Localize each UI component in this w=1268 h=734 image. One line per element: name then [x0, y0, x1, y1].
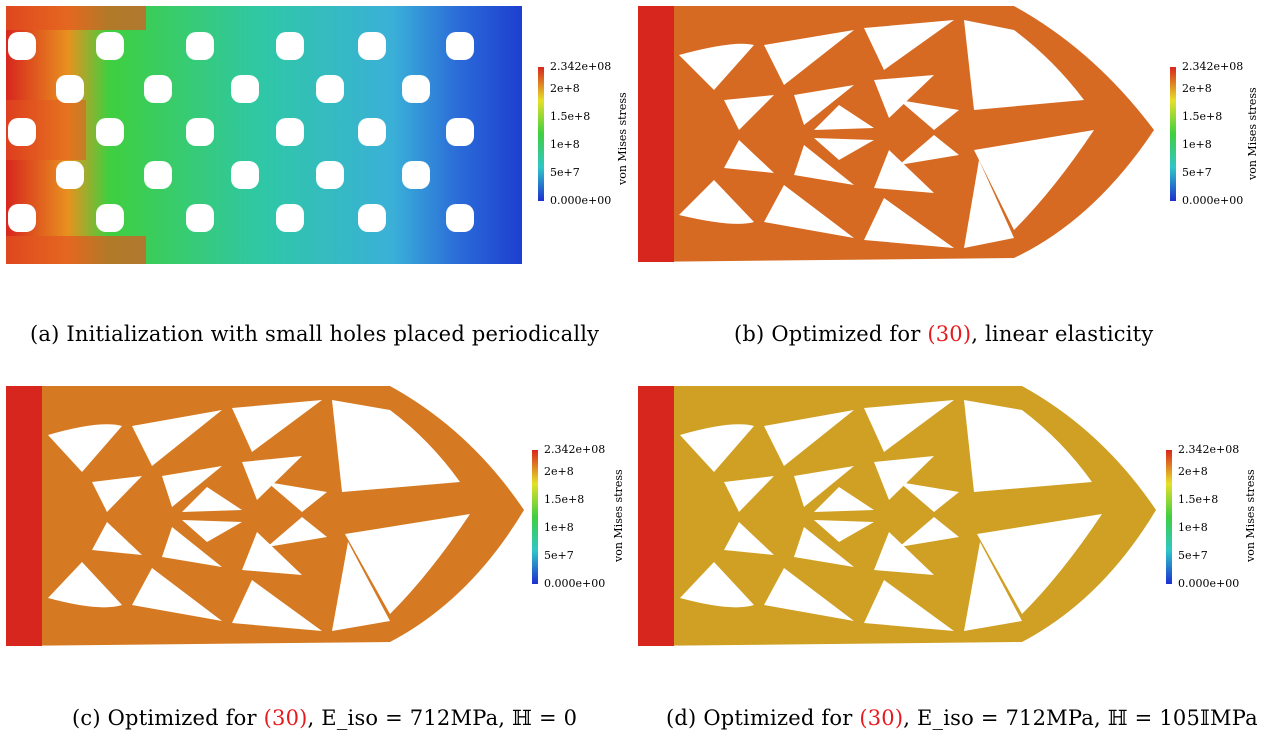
hole	[96, 32, 124, 60]
cbar-tick: 1.5e+8	[1178, 493, 1219, 506]
hole	[96, 118, 124, 146]
hole	[316, 161, 344, 189]
cbar-tick: 5e+7	[1182, 166, 1212, 179]
caption-a: (a) Initialization with small holes plac…	[30, 322, 599, 346]
hole	[186, 32, 214, 60]
caption-c: (c) Optimized for (30), E_iso = 712MPa, …	[72, 706, 577, 730]
hole	[446, 32, 474, 60]
hole	[186, 118, 214, 146]
cbar-tick: 2e+8	[544, 465, 574, 478]
stress-field-linear-elasticity	[638, 6, 1176, 262]
caption-label: (c)	[72, 706, 101, 730]
colorbar-title: von Mises stress	[612, 469, 625, 562]
cbar-tick: 5e+7	[1178, 549, 1208, 562]
cbar-tick: 1.5e+8	[1182, 110, 1223, 123]
caption-label: (a)	[30, 322, 60, 346]
cbar-tick: 1.5e+8	[550, 110, 591, 123]
caption-pre: Optimized for	[107, 706, 264, 730]
cbar-tick: 1.5e+8	[544, 493, 585, 506]
panel-b: 2.342e+08 2e+8 1.5e+8 1e+8 5e+7 0.000e+0…	[634, 0, 1259, 340]
caption-b: (b) Optimized for (30), linear elasticit…	[734, 322, 1153, 346]
hole	[358, 204, 386, 232]
cbar-tick: 5e+7	[544, 549, 574, 562]
hole	[402, 75, 430, 103]
cbar-tick: 1e+8	[1182, 138, 1212, 151]
colorbar-title: von Mises stress	[616, 92, 629, 185]
cbar-tick: 0.000e+00	[1178, 577, 1240, 590]
hole	[231, 75, 259, 103]
cbar-tick: 0.000e+00	[544, 577, 606, 590]
colorbar-b	[1170, 67, 1176, 201]
hole	[276, 118, 304, 146]
caption-label: (b)	[734, 322, 765, 346]
cbar-tick: 1e+8	[550, 138, 580, 151]
panel-c: 2.342e+08 2e+8 1.5e+8 1e+8 5e+7 0.000e+0…	[0, 380, 625, 720]
stress-field-initialization	[6, 6, 544, 264]
caption-text: Initialization with small holes placed p…	[66, 322, 600, 346]
colorbar-d	[1166, 450, 1172, 584]
cbar-tick: 0.000e+00	[550, 194, 612, 207]
hole	[144, 75, 172, 103]
colorbar-a	[538, 67, 544, 201]
hole	[446, 204, 474, 232]
cbar-tick: 2.342e+08	[1182, 60, 1244, 73]
hole	[316, 75, 344, 103]
cbar-tick: 2.342e+08	[544, 443, 606, 456]
optimized-structure	[6, 386, 524, 646]
hole	[144, 161, 172, 189]
hole	[446, 118, 474, 146]
equation-ref-link[interactable]: (30)	[927, 322, 972, 346]
hole	[402, 161, 430, 189]
caption-label: (d)	[666, 706, 697, 730]
cbar-tick: 2e+8	[1178, 465, 1208, 478]
optimized-structure	[638, 6, 1154, 262]
cbar-tick: 1e+8	[1178, 521, 1208, 534]
caption-pre: Optimized for	[703, 706, 860, 730]
caption-d: (d) Optimized for (30), E_iso = 712MPa, …	[666, 706, 1258, 730]
hole	[358, 32, 386, 60]
hole	[8, 204, 36, 232]
colorbar-title: von Mises stress	[1246, 87, 1259, 180]
hole	[8, 118, 36, 146]
hole	[96, 204, 124, 232]
cbar-tick: 1e+8	[544, 521, 574, 534]
hole	[276, 32, 304, 60]
cbar-tick: 2.342e+08	[550, 60, 612, 73]
hole	[231, 161, 259, 189]
hole	[276, 204, 304, 232]
hole	[56, 161, 84, 189]
equation-ref-link[interactable]: (30)	[263, 706, 308, 730]
caption-pre: Optimized for	[771, 322, 928, 346]
hole	[358, 118, 386, 146]
cbar-tick: 2e+8	[1182, 82, 1212, 95]
equation-ref-link[interactable]: (30)	[859, 706, 904, 730]
panel-a: 2.342e+08 2e+8 1.5e+8 1e+8 5e+7 0.000e+0…	[0, 0, 629, 340]
colorbar-title: von Mises stress	[1244, 469, 1257, 562]
hole	[8, 32, 36, 60]
caption-post: , linear elasticity	[971, 322, 1154, 346]
stress-field-hardening-105	[638, 386, 1172, 646]
caption-post: , E_iso = 712MPa, ℍ = 0	[307, 706, 578, 730]
hole	[186, 204, 214, 232]
cbar-tick: 2e+8	[550, 82, 580, 95]
caption-post: , E_iso = 712MPa, ℍ = 105𝕀MPa	[903, 706, 1258, 730]
domain-rectangle	[6, 6, 522, 264]
cbar-tick: 0.000e+00	[1182, 194, 1244, 207]
optimized-structure	[638, 386, 1156, 646]
panel-d: 2.342e+08 2e+8 1.5e+8 1e+8 5e+7 0.000e+0…	[634, 380, 1257, 720]
colorbar-c	[532, 450, 538, 584]
hole	[56, 75, 84, 103]
cbar-tick: 2.342e+08	[1178, 443, 1240, 456]
stress-field-hardening-zero	[6, 386, 538, 646]
cbar-tick: 5e+7	[550, 166, 580, 179]
periodic-holes	[8, 32, 474, 232]
